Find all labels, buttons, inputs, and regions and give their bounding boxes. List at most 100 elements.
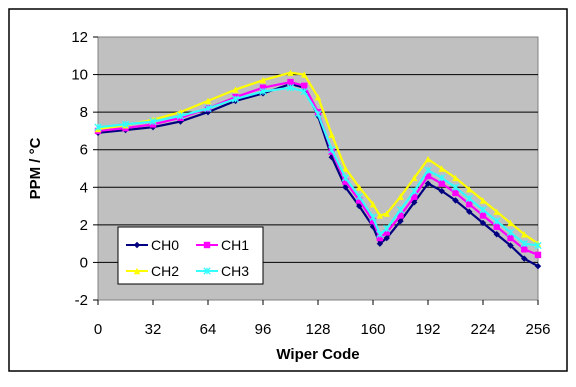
series-ch2 xyxy=(94,69,542,247)
tick-labels: -2 0 2 4 6 8 10 12 0 32 64 96 128 160 192 224 256 xyxy=(71,29,550,338)
data-point-ch3 xyxy=(396,206,405,214)
x-tick-label: 96 xyxy=(255,321,272,338)
data-point-ch0 xyxy=(466,208,473,215)
data-point-ch3 xyxy=(314,110,322,118)
data-point-ch3 xyxy=(451,183,460,191)
data-point-ch2 xyxy=(369,200,377,208)
y-tick-label: 12 xyxy=(71,29,88,46)
data-point-ch1 xyxy=(301,82,308,90)
data-point-ch0 xyxy=(369,223,377,230)
x-tick-label: 192 xyxy=(415,321,440,338)
data-point-ch3 xyxy=(383,224,391,233)
y-tick-label: 10 xyxy=(71,67,88,84)
data-point-ch2 xyxy=(204,97,212,105)
data-point-ch3 xyxy=(369,213,377,222)
data-point-ch1 xyxy=(259,84,267,91)
legend-box xyxy=(117,226,264,285)
data-point-ch3 xyxy=(376,230,384,238)
data-point-ch2 xyxy=(287,69,294,76)
data-point-ch2 xyxy=(452,174,459,182)
data-point-ch3 xyxy=(149,117,157,126)
data-point-ch1 xyxy=(376,234,384,242)
data-point-ch0 xyxy=(177,118,184,125)
data-point-ch1 xyxy=(493,223,500,230)
data-point-ch3 xyxy=(328,146,336,154)
x-tick-label: 64 xyxy=(200,321,217,338)
data-point-ch1 xyxy=(452,189,459,197)
data-point-ch0 xyxy=(507,242,514,249)
data-point-ch1 xyxy=(342,178,349,185)
series-ch3 xyxy=(94,84,542,250)
data-point-ch2 xyxy=(301,71,308,78)
y-tick-label: 2 xyxy=(80,217,88,234)
data-point-ch1 xyxy=(397,212,404,219)
x-tick-label: 128 xyxy=(305,321,330,338)
legend-marker-ch3 xyxy=(203,267,211,275)
data-point-ch3 xyxy=(520,239,528,248)
axes xyxy=(93,36,539,305)
data-point-ch2 xyxy=(424,155,432,163)
x-axis-title: Wiper Code xyxy=(276,346,359,363)
data-point-ch1 xyxy=(479,212,487,219)
data-point-ch2 xyxy=(507,219,514,227)
y-tick-label: 4 xyxy=(80,179,88,196)
legend-label-ch2: CH2 xyxy=(151,263,179,279)
data-point-ch3 xyxy=(204,104,212,113)
data-point-ch3 xyxy=(355,193,363,201)
legend-label-ch3: CH3 xyxy=(221,263,249,279)
data-point-ch0 xyxy=(493,231,500,238)
data-point-ch3 xyxy=(121,120,130,129)
data-point-ch1 xyxy=(521,246,528,253)
data-point-ch2 xyxy=(411,174,418,182)
data-point-ch2 xyxy=(314,93,322,101)
data-point-ch3 xyxy=(259,87,267,96)
legend-item-ch3: CH3 xyxy=(196,263,249,279)
legend-marker-ch2 xyxy=(133,267,141,275)
data-point-ch3 xyxy=(506,228,515,237)
y-tick-label: 8 xyxy=(80,104,88,121)
data-point-ch1 xyxy=(534,251,542,259)
data-point-ch0 xyxy=(376,240,384,247)
data-point-ch0 xyxy=(397,217,404,225)
data-point-ch0 xyxy=(452,197,459,204)
x-tick-label: 32 xyxy=(145,321,162,338)
data-point-ch3 xyxy=(231,95,240,103)
data-point-ch2 xyxy=(479,197,487,204)
x-tick-label: 224 xyxy=(470,321,495,338)
legend-item-ch1: CH1 xyxy=(196,237,249,253)
data-point-ch2 xyxy=(232,86,239,93)
data-point-ch2 xyxy=(259,77,267,84)
x-tick-label: 256 xyxy=(525,321,550,338)
data-point-ch2 xyxy=(466,185,473,193)
data-point-ch3 xyxy=(300,87,308,96)
data-point-ch3 xyxy=(493,217,501,225)
data-point-ch1 xyxy=(424,172,432,180)
data-point-ch3 xyxy=(479,206,487,214)
x-tick-label: 0 xyxy=(94,321,102,338)
legend-marker-ch1 xyxy=(203,241,211,249)
legend: CH0 CH1 CH2 CH3 xyxy=(117,226,264,285)
data-point-ch2 xyxy=(397,193,404,200)
data-point-ch3 xyxy=(410,187,418,195)
data-point-ch0 xyxy=(342,184,349,191)
y-tick-label: 6 xyxy=(80,142,88,159)
y-axis-title: PPM / °C xyxy=(27,137,44,199)
legend-item-ch0: CH0 xyxy=(126,237,179,253)
data-point-ch2 xyxy=(328,131,335,138)
data-point-ch0 xyxy=(383,234,390,242)
data-point-ch1 xyxy=(356,197,363,204)
data-point-ch3 xyxy=(534,241,542,250)
data-point-ch0 xyxy=(438,187,445,195)
data-point-ch1 xyxy=(287,78,294,86)
data-point-ch2 xyxy=(493,208,500,215)
data-point-ch0 xyxy=(204,108,212,116)
data-point-ch3 xyxy=(438,174,446,182)
legend-label-ch1: CH1 xyxy=(221,237,249,253)
series-lines xyxy=(94,69,542,270)
data-point-ch2 xyxy=(438,165,445,172)
data-point-ch0 xyxy=(521,255,528,262)
legend-item-ch2: CH2 xyxy=(126,263,179,279)
legend-label-ch0: CH0 xyxy=(151,237,179,253)
data-point-ch2 xyxy=(383,210,390,217)
